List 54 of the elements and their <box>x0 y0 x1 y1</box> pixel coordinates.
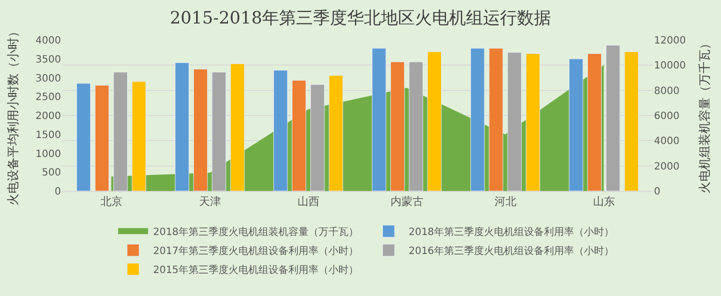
x-tick-label: 河北 <box>494 195 516 208</box>
y-tick-label: 2000 <box>36 111 61 122</box>
bar <box>310 84 325 191</box>
bar <box>507 52 522 191</box>
bar <box>193 68 208 191</box>
y2-tick-label: 0 <box>654 186 660 198</box>
y2-tick-label: 4000 <box>654 136 680 148</box>
y2-tick-label: 8000 <box>654 86 680 97</box>
legend-label: 2015年第三季度火电机组设备利用率（小时） <box>153 264 359 276</box>
y2-axis-title: 火电机组装机容量（万千瓦） <box>698 38 712 194</box>
bar <box>372 48 386 191</box>
bar <box>408 62 424 191</box>
bar <box>606 45 620 191</box>
bar <box>328 75 344 191</box>
legend-label: 2017年第三季度火电机组设备利用率（小时） <box>153 245 359 258</box>
bar <box>212 72 226 191</box>
x-tick-label: 天津 <box>198 195 221 208</box>
y-tick-label: 1000 <box>36 148 61 160</box>
legend-label: 2016年第三季度火电机组设备利用率（小时） <box>408 245 614 258</box>
bar <box>390 62 405 191</box>
bar <box>488 48 504 191</box>
bar <box>76 83 91 191</box>
bar <box>292 80 306 191</box>
y-tick-label: 4000 <box>36 36 61 46</box>
legend-label: 2018年第三季度火电机组设备利用率（小时） <box>408 226 614 238</box>
bar <box>174 62 190 191</box>
y-tick-label: 2500 <box>36 92 61 104</box>
bar <box>587 53 602 191</box>
y2-tick-label: 10000 <box>654 60 686 72</box>
bar <box>568 58 584 191</box>
y2-tick-label: 2000 <box>654 161 680 172</box>
y-axis-title: 火电设备平均利用小时数（小时） <box>6 26 20 206</box>
y-tick-label: 1500 <box>36 130 61 141</box>
bar <box>230 64 245 191</box>
y-tick-label: 0 <box>54 186 61 198</box>
y2-tick-label: 12000 <box>654 36 686 46</box>
y-tick-label: 500 <box>42 168 61 179</box>
bar <box>470 48 485 191</box>
legend-label: 2018年第三季度火电机组装机容量（万千瓦） <box>153 226 359 238</box>
y-tick-label: 3500 <box>36 54 61 66</box>
bar <box>526 53 540 191</box>
x-tick-label: 山东 <box>592 195 615 208</box>
bar <box>273 70 288 191</box>
x-tick-label: 北京 <box>100 195 122 208</box>
bar <box>132 81 146 191</box>
y2-tick-label: 6000 <box>654 111 680 122</box>
y-tick-label: 3000 <box>36 73 61 84</box>
chart-title: 2015-2018年第三季度华北地区火电机组运行数据 <box>170 8 552 29</box>
x-tick-label: 内蒙古 <box>390 195 424 208</box>
bar <box>113 72 128 191</box>
x-tick-label: 山西 <box>297 195 320 208</box>
bar <box>624 51 639 191</box>
bar <box>427 51 442 191</box>
bar <box>94 85 110 191</box>
